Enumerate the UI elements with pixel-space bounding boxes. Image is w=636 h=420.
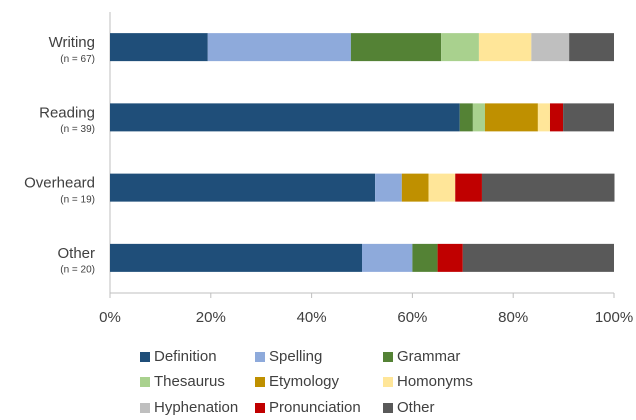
legend-label: Homonyms <box>397 373 473 390</box>
bar-segment <box>362 243 413 272</box>
x-tick-label: 60% <box>397 309 427 326</box>
bar-segment <box>455 173 482 202</box>
category-label: Writing <box>49 34 95 51</box>
bar-segment <box>472 103 485 132</box>
sample-size-label: (n = 20) <box>60 265 95 276</box>
legend-label: Other <box>397 399 435 416</box>
legend-swatch <box>140 403 150 413</box>
bar-segment <box>459 103 473 132</box>
bar-segment <box>412 243 438 272</box>
bar-segment <box>110 103 460 132</box>
bar-segment <box>110 243 362 272</box>
x-tick-label: 100% <box>595 309 633 326</box>
bar-segment <box>478 33 532 62</box>
bar-segment <box>441 33 479 62</box>
bar-segment <box>437 243 463 272</box>
legend-label: Thesaurus <box>154 373 225 390</box>
bar-segment <box>531 33 570 62</box>
legend-label: Definition <box>154 348 217 365</box>
bar-segment <box>537 103 550 132</box>
x-tick-label: 0% <box>99 309 121 326</box>
legend-swatch <box>140 377 150 387</box>
legend-swatch <box>255 352 265 362</box>
bar-segment <box>484 103 538 132</box>
bar-segment <box>428 173 456 202</box>
category-label: Other <box>57 245 95 262</box>
sample-size-label: (n = 19) <box>60 194 95 205</box>
legend-label: Etymology <box>269 373 340 390</box>
bar-segment <box>481 173 615 202</box>
bar-segment <box>563 103 614 132</box>
bar-segment <box>549 103 564 132</box>
legend-swatch <box>383 403 393 413</box>
category-label: Reading <box>39 104 95 121</box>
bar-segment <box>207 33 351 62</box>
sample-size-label: (n = 67) <box>60 54 95 65</box>
x-tick-label: 80% <box>498 309 528 326</box>
legend-swatch <box>255 377 265 387</box>
legend-label: Grammar <box>397 348 460 365</box>
bar-segment <box>375 173 402 202</box>
legend-label: Spelling <box>269 348 322 365</box>
x-tick-label: 20% <box>196 309 226 326</box>
legend-swatch <box>383 377 393 387</box>
bar-segment <box>401 173 429 202</box>
bar-segment <box>350 33 442 62</box>
legend-label: Hyphenation <box>154 399 238 416</box>
legend-swatch <box>383 352 393 362</box>
legend-label: Pronunciation <box>269 399 361 416</box>
bar-segment <box>110 173 376 202</box>
sample-size-label: (n = 39) <box>60 124 95 135</box>
bar-segment <box>569 33 614 62</box>
bar-segment <box>462 243 614 272</box>
legend-swatch <box>255 403 265 413</box>
category-label: Overheard <box>24 175 95 192</box>
legend-swatch <box>140 352 150 362</box>
bar-segment <box>110 33 208 62</box>
x-tick-label: 40% <box>297 309 327 326</box>
